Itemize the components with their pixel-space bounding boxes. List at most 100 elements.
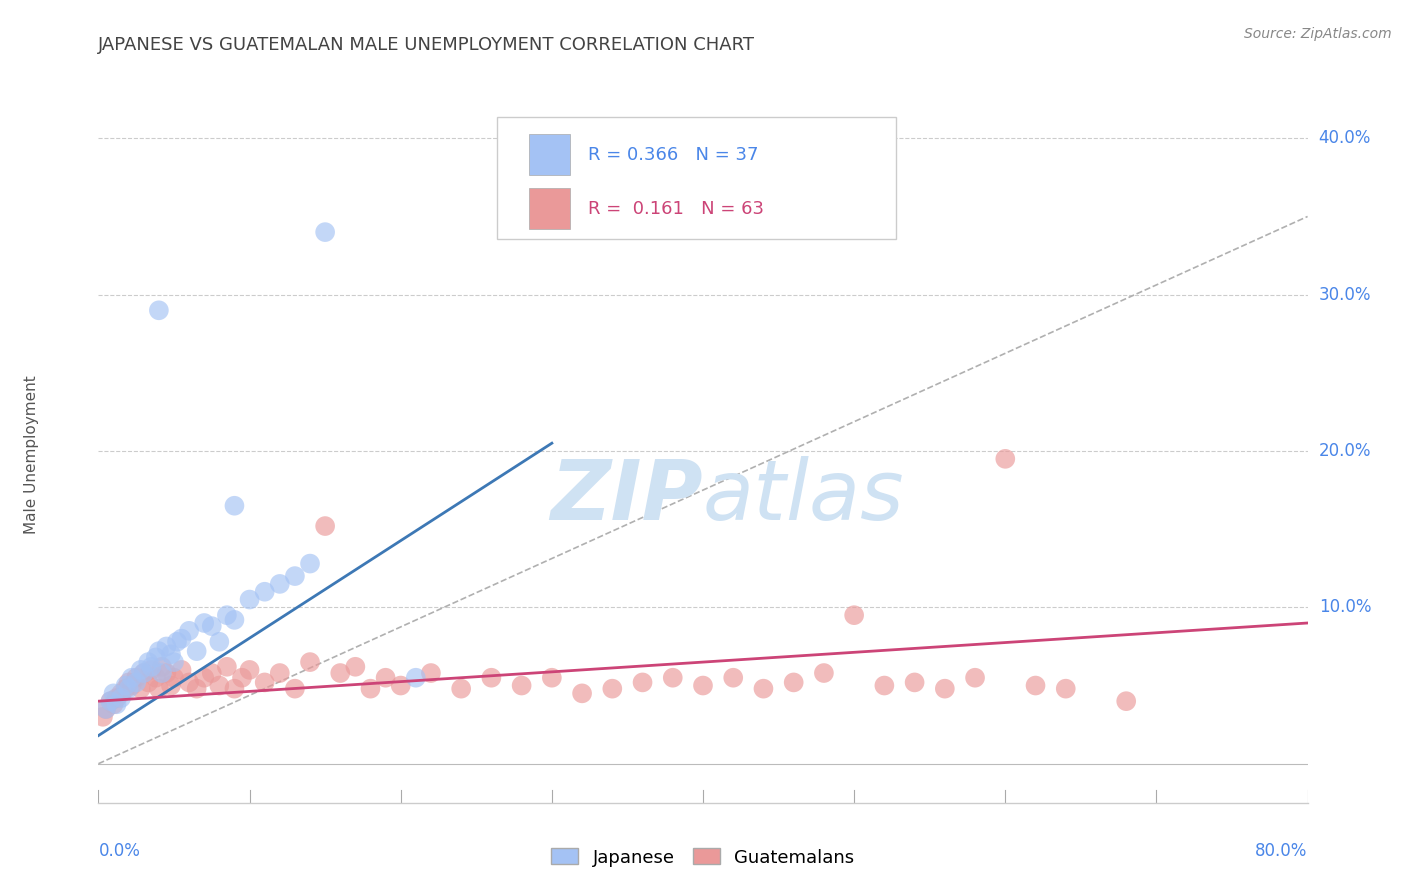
Japanese [160, 647, 183, 661]
Japanese [118, 681, 141, 696]
Guatemalans [692, 679, 714, 693]
Text: 20.0%: 20.0% [1319, 442, 1371, 460]
Text: 0.0%: 0.0% [98, 842, 141, 860]
Legend: Japanese, Guatemalans: Japanese, Guatemalans [544, 841, 862, 874]
Guatemalans [631, 675, 654, 690]
Guatemalans [132, 666, 155, 681]
Guatemalans [94, 702, 117, 716]
Japanese [150, 666, 173, 681]
Japanese [269, 577, 291, 591]
Japanese [215, 608, 238, 623]
Japanese [110, 691, 132, 706]
Guatemalans [114, 681, 136, 696]
Guatemalans [129, 681, 152, 696]
Guatemalans [148, 681, 170, 696]
Guatemalans [419, 666, 441, 681]
Japanese [284, 569, 307, 583]
Text: Source: ZipAtlas.com: Source: ZipAtlas.com [1244, 27, 1392, 41]
Guatemalans [145, 671, 167, 685]
Guatemalans [125, 671, 148, 685]
Guatemalans [374, 671, 396, 685]
Guatemalans [994, 451, 1017, 466]
Guatemalans [186, 681, 208, 696]
Guatemalans [873, 679, 896, 693]
Guatemalans [389, 679, 412, 693]
Japanese [148, 644, 170, 658]
FancyBboxPatch shape [529, 134, 569, 175]
Guatemalans [224, 681, 246, 696]
Guatemalans [934, 681, 956, 696]
Japanese [201, 619, 224, 633]
Japanese [314, 225, 336, 239]
Japanese [208, 634, 231, 648]
FancyBboxPatch shape [529, 188, 569, 229]
Japanese [186, 644, 208, 658]
Text: 80.0%: 80.0% [1256, 842, 1308, 860]
Guatemalans [510, 679, 533, 693]
Guatemalans [1054, 681, 1077, 696]
Guatemalans [329, 666, 352, 681]
Guatemalans [141, 663, 163, 677]
Guatemalans [253, 675, 276, 690]
Text: R = 0.366   N = 37: R = 0.366 N = 37 [588, 145, 759, 163]
Guatemalans [118, 675, 141, 690]
Guatemalans [103, 698, 125, 712]
Guatemalans [1024, 679, 1046, 693]
Japanese [253, 584, 276, 599]
Guatemalans [201, 666, 224, 681]
Japanese [224, 613, 246, 627]
Guatemalans [844, 608, 866, 623]
Japanese [105, 698, 128, 712]
Guatemalans [170, 663, 193, 677]
Japanese [170, 632, 193, 646]
Japanese [166, 634, 188, 648]
Japanese [239, 592, 262, 607]
Guatemalans [813, 666, 835, 681]
Guatemalans [481, 671, 503, 685]
Text: R =  0.161   N = 63: R = 0.161 N = 63 [588, 200, 763, 218]
Japanese [114, 679, 136, 693]
Japanese [141, 660, 163, 674]
Text: 10.0%: 10.0% [1319, 599, 1371, 616]
Guatemalans [661, 671, 683, 685]
Guatemalans [177, 675, 201, 690]
Guatemalans [1115, 694, 1137, 708]
Guatemalans [105, 691, 128, 706]
Guatemalans [360, 681, 382, 696]
Guatemalans [540, 671, 562, 685]
Guatemalans [314, 519, 336, 533]
Guatemalans [344, 660, 367, 674]
Japanese [163, 655, 186, 669]
Japanese [125, 675, 148, 690]
Japanese [148, 303, 170, 318]
Guatemalans [239, 663, 262, 677]
Japanese [100, 694, 122, 708]
Guatemalans [299, 655, 322, 669]
Guatemalans [110, 686, 132, 700]
Guatemalans [215, 660, 238, 674]
Japanese [121, 671, 143, 685]
Japanese [136, 655, 159, 669]
Japanese [155, 640, 177, 654]
Text: JAPANESE VS GUATEMALAN MALE UNEMPLOYMENT CORRELATION CHART: JAPANESE VS GUATEMALAN MALE UNEMPLOYMENT… [98, 36, 755, 54]
Guatemalans [121, 679, 143, 693]
Guatemalans [450, 681, 472, 696]
Guatemalans [136, 675, 159, 690]
Japanese [129, 663, 152, 677]
Japanese [405, 671, 427, 685]
Guatemalans [193, 671, 215, 685]
Text: Male Unemployment: Male Unemployment [24, 376, 39, 534]
Japanese [94, 702, 117, 716]
Text: ZIP: ZIP [550, 456, 703, 537]
Guatemalans [269, 666, 291, 681]
Guatemalans [965, 671, 987, 685]
Guatemalans [904, 675, 927, 690]
Guatemalans [571, 686, 593, 700]
Guatemalans [231, 671, 253, 685]
Japanese [299, 557, 322, 571]
Japanese [177, 624, 201, 638]
FancyBboxPatch shape [498, 118, 897, 239]
Text: 30.0%: 30.0% [1319, 285, 1371, 303]
Guatemalans [284, 681, 307, 696]
Japanese [132, 666, 155, 681]
